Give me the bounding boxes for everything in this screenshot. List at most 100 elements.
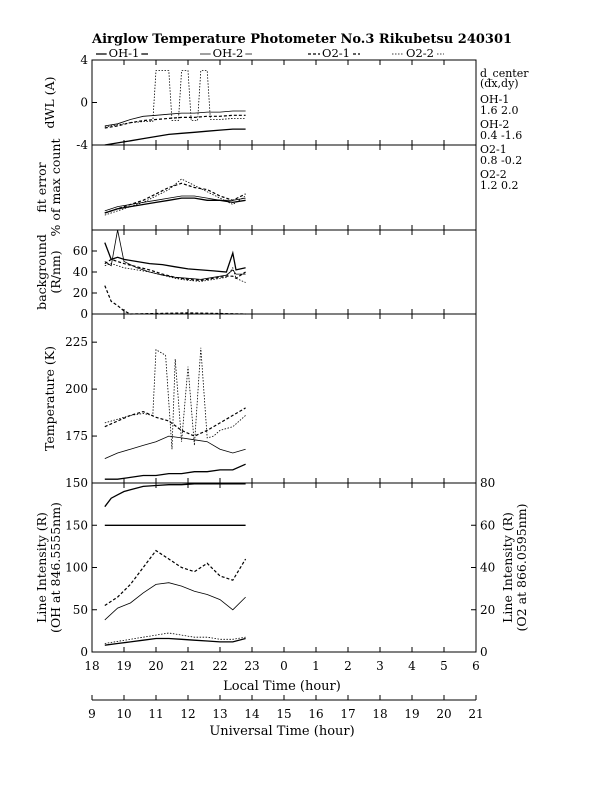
ut-tick-label: 21 bbox=[468, 707, 483, 721]
y-tick-right-label: 0 bbox=[480, 645, 488, 659]
series-oh-2 bbox=[104, 229, 246, 280]
y-axis-label-2: (R/nm) bbox=[48, 250, 63, 293]
d-center-row-name: OH-1 bbox=[480, 93, 509, 106]
local-time-tick-label: 3 bbox=[376, 659, 384, 673]
y-axis-label: fit error bbox=[34, 162, 49, 212]
series-o2-1 bbox=[104, 182, 246, 214]
y-tick-label: 100 bbox=[65, 561, 88, 575]
y-tick-right-label: 80 bbox=[480, 476, 495, 490]
y-axis-label: Temperature (K) bbox=[42, 346, 57, 451]
y-tick-label: 175 bbox=[65, 429, 88, 443]
y-tick-label: 0 bbox=[80, 96, 88, 110]
legend-label-oh-2: OH-2 bbox=[213, 46, 244, 60]
local-time-tick-label: 1 bbox=[312, 659, 320, 673]
panel-frame bbox=[91, 482, 477, 653]
series-o2-1 bbox=[104, 258, 246, 282]
y-tick-right-label: 60 bbox=[480, 518, 495, 532]
y-axis-label-2: (OH at 846.5555nm) bbox=[48, 502, 63, 633]
local-time-tick-label: 0 bbox=[280, 659, 288, 673]
d-center-row-value: 0.8 -0.2 bbox=[480, 154, 522, 167]
panel-frame bbox=[91, 144, 477, 231]
d-center-row-name: OH-2 bbox=[480, 118, 509, 131]
series-o2-2 bbox=[104, 347, 246, 450]
series-oh-2 bbox=[104, 110, 246, 127]
y-tick-label: 200 bbox=[65, 382, 88, 396]
y-tick-label: 40 bbox=[73, 265, 88, 279]
legend-label-bg bbox=[106, 46, 142, 60]
y-tick-label: 50 bbox=[73, 603, 88, 617]
y-tick-label: -4 bbox=[76, 138, 88, 152]
y-axis-label-right: Line Intensity (R) bbox=[500, 512, 515, 623]
series-o2-2 bbox=[104, 178, 246, 216]
series-oh-2 bbox=[104, 195, 246, 212]
legend-label-oh-1: OH-1 bbox=[109, 46, 140, 60]
y-tick-label: 4 bbox=[80, 53, 88, 67]
y-tick-right-label: 20 bbox=[480, 603, 495, 617]
panel-dwl: 4 0 -4 dWL (A) bbox=[42, 53, 477, 152]
ut-tick-label: 11 bbox=[148, 707, 163, 721]
local-time-tick-label: 22 bbox=[212, 659, 227, 673]
legend-label-bg bbox=[210, 46, 246, 60]
d-center-row-name: O2-1 bbox=[480, 143, 507, 156]
series-o2-1 bbox=[104, 549, 247, 607]
ut-tick-label: 20 bbox=[436, 707, 451, 721]
y-tick-label: 0 bbox=[80, 307, 88, 321]
ut-tick-label: 19 bbox=[404, 707, 419, 721]
series-oh-1 bbox=[104, 463, 246, 480]
d-center-row-value: 1.6 2.0 bbox=[480, 104, 518, 117]
local-time-tick-label: 6 bbox=[472, 659, 480, 673]
legend-label-bg bbox=[320, 46, 352, 60]
legend-label-o2-2: O2-2 bbox=[406, 46, 434, 60]
series-o2-1-low- bbox=[104, 285, 246, 315]
ut-tick-label: 18 bbox=[372, 707, 387, 721]
series-o2-1 bbox=[104, 407, 246, 437]
series-oh-1 bbox=[104, 242, 246, 273]
ut-tick-label: 14 bbox=[244, 707, 260, 721]
series-o2-2 bbox=[104, 263, 246, 283]
series-oh-1 bbox=[104, 128, 246, 146]
local-time-tick-label: 4 bbox=[408, 659, 416, 673]
y-axis-label: dWL (A) bbox=[42, 77, 57, 129]
legend-label-bg bbox=[404, 46, 436, 60]
series-o2-1 bbox=[104, 114, 246, 129]
local-time-axis-label: Local Time (hour) bbox=[223, 679, 341, 694]
y-tick-right-label: 40 bbox=[480, 561, 495, 575]
ut-tick-label: 10 bbox=[116, 707, 131, 721]
y-tick-label: 225 bbox=[65, 335, 88, 349]
y-axis-label-2: % of max count bbox=[48, 139, 63, 237]
local-time-tick-label: 18 bbox=[84, 659, 99, 673]
series-oh-1-top- bbox=[104, 483, 246, 508]
y-axis-label-right-2: (O2 at 866.0595nm) bbox=[514, 504, 529, 632]
d-center-row-value: 1.2 0.2 bbox=[480, 179, 518, 192]
series-oh-2 bbox=[104, 582, 246, 621]
local-time-tick-label: 19 bbox=[116, 659, 131, 673]
y-tick-label: 60 bbox=[73, 244, 88, 258]
ut-tick-label: 16 bbox=[308, 707, 323, 721]
y-axis-label: Line Intensity (R) bbox=[34, 512, 49, 623]
y-axis-label: background bbox=[34, 234, 49, 310]
legend: OH-1 OH-2 O2-1 O2-2 bbox=[96, 46, 444, 60]
panel-temperature: 150 175 200 225 Temperature (K) bbox=[42, 313, 477, 490]
y-tick-label: 150 bbox=[65, 518, 88, 532]
d-center-header: d_center bbox=[480, 67, 529, 80]
series-oh-1-low- bbox=[104, 637, 246, 646]
panel-frame bbox=[91, 313, 477, 484]
legend-label-o2-1: O2-1 bbox=[322, 46, 350, 60]
ut-tick-label: 17 bbox=[340, 707, 355, 721]
local-time-tick-label: 21 bbox=[180, 659, 195, 673]
local-time-tick-label: 20 bbox=[148, 659, 163, 673]
d-center-subheader: (dx,dy) bbox=[480, 77, 519, 90]
y-tick-label: 20 bbox=[73, 286, 88, 300]
y-tick-label: 150 bbox=[65, 476, 88, 490]
ut-tick-label: 12 bbox=[180, 707, 195, 721]
ut-tick-label: 13 bbox=[212, 707, 227, 721]
d-center-row-name: O2-2 bbox=[480, 168, 507, 181]
local-time-tick-label: 23 bbox=[244, 659, 259, 673]
local-time-tick-label: 2 bbox=[344, 659, 352, 673]
series-o2-2 bbox=[104, 70, 246, 128]
ut-tick-label: 15 bbox=[276, 707, 291, 721]
d-center-row-value: 0.4 -1.6 bbox=[480, 129, 522, 142]
